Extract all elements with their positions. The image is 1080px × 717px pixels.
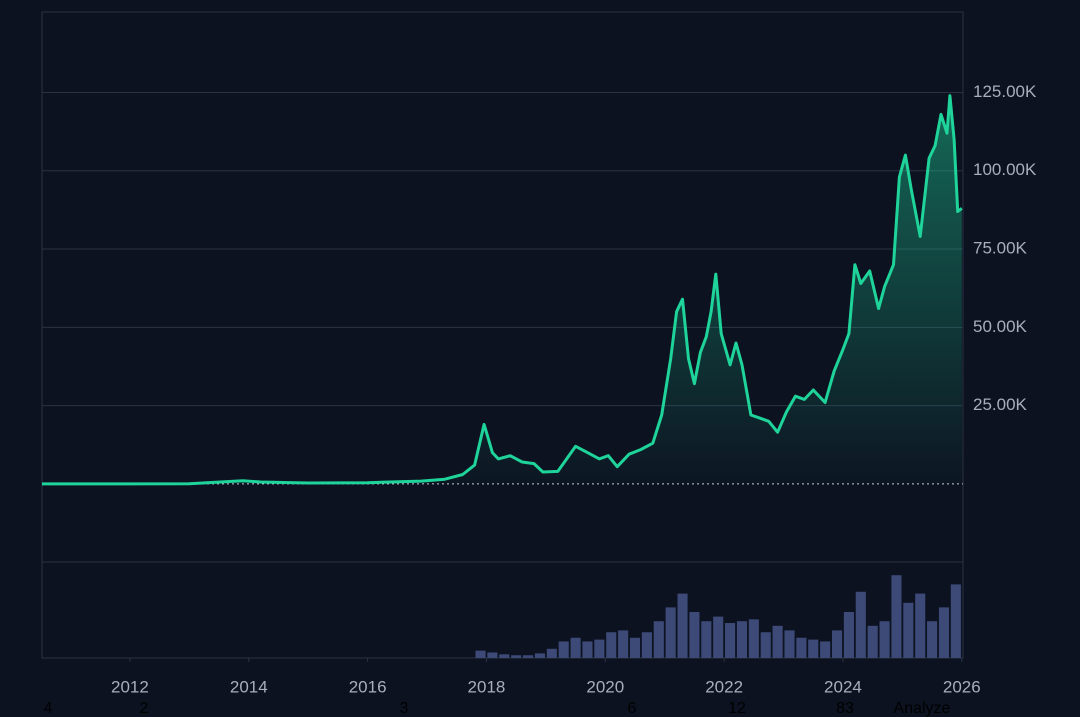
footer-label: 83 (836, 700, 854, 717)
volume-bar (855, 591, 866, 658)
volume-bar (606, 632, 617, 658)
volume-bar (641, 632, 652, 658)
volume-bar (582, 641, 593, 658)
x-tick-label: 2018 (468, 677, 506, 696)
volume-bar (808, 639, 819, 658)
volume-bar (665, 607, 676, 658)
x-tick-label: 2016 (349, 677, 387, 696)
volume-bar (784, 630, 795, 658)
volume-bar (713, 616, 724, 658)
volume-bar (772, 625, 783, 658)
volume-bar (891, 575, 902, 658)
volume-bar (499, 654, 510, 658)
volume-bar (760, 632, 771, 658)
y-tick-label: 50.00K (973, 317, 1028, 336)
footer-label: 6 (628, 700, 637, 717)
volume-bar (831, 630, 843, 658)
price-line (42, 94, 963, 486)
volume-bar (558, 641, 569, 658)
area-fill (42, 95, 962, 484)
volume-bar (546, 648, 557, 658)
volume-bar (689, 612, 700, 658)
volume-bar (677, 593, 688, 658)
volume-bar (843, 612, 854, 658)
volume-bar (927, 621, 938, 658)
y-tick-label: 125.00K (973, 82, 1037, 101)
volume-bar (879, 621, 890, 658)
x-tick-label: 2022 (705, 677, 743, 696)
volume-bar (475, 650, 486, 658)
volume-bar (653, 621, 664, 658)
volume-bar (796, 637, 807, 658)
volume-bar (701, 621, 712, 658)
volume-bar (629, 637, 641, 658)
volume-bar (487, 652, 498, 658)
y-tick-label: 25.00K (973, 395, 1028, 414)
volume-bar (748, 619, 759, 658)
x-tick-label: 2014 (230, 677, 268, 696)
volume-bar (820, 641, 831, 658)
volume-bar (938, 607, 950, 658)
x-tick-label: 2012 (111, 677, 149, 696)
volume-bar (522, 655, 534, 658)
footer-label: 3 (400, 700, 409, 717)
volume-bar (950, 584, 961, 658)
x-tick-label: 2024 (824, 677, 862, 696)
y-tick-label: 100.00K (973, 160, 1037, 179)
y-tick-label: 75.00K (973, 239, 1028, 258)
volume-bar (903, 602, 914, 658)
footer-label: 12 (728, 700, 746, 717)
footer-label: 2 (140, 700, 149, 717)
volume-bar (618, 630, 629, 658)
volume-bar (915, 593, 926, 658)
volume-bar (534, 653, 545, 658)
footer-label: Analyze (894, 700, 951, 717)
x-tick-label: 2026 (943, 677, 981, 696)
volume-bar (736, 621, 748, 658)
x-tick-label: 2020 (586, 677, 624, 696)
footer-label: 4 (44, 700, 53, 717)
plot-frame (41, 11, 964, 659)
volume-bar (511, 655, 522, 658)
volume-bar (594, 639, 605, 658)
volume-bar (867, 625, 878, 658)
volume-bar (725, 623, 736, 658)
volume-bar (570, 637, 581, 658)
